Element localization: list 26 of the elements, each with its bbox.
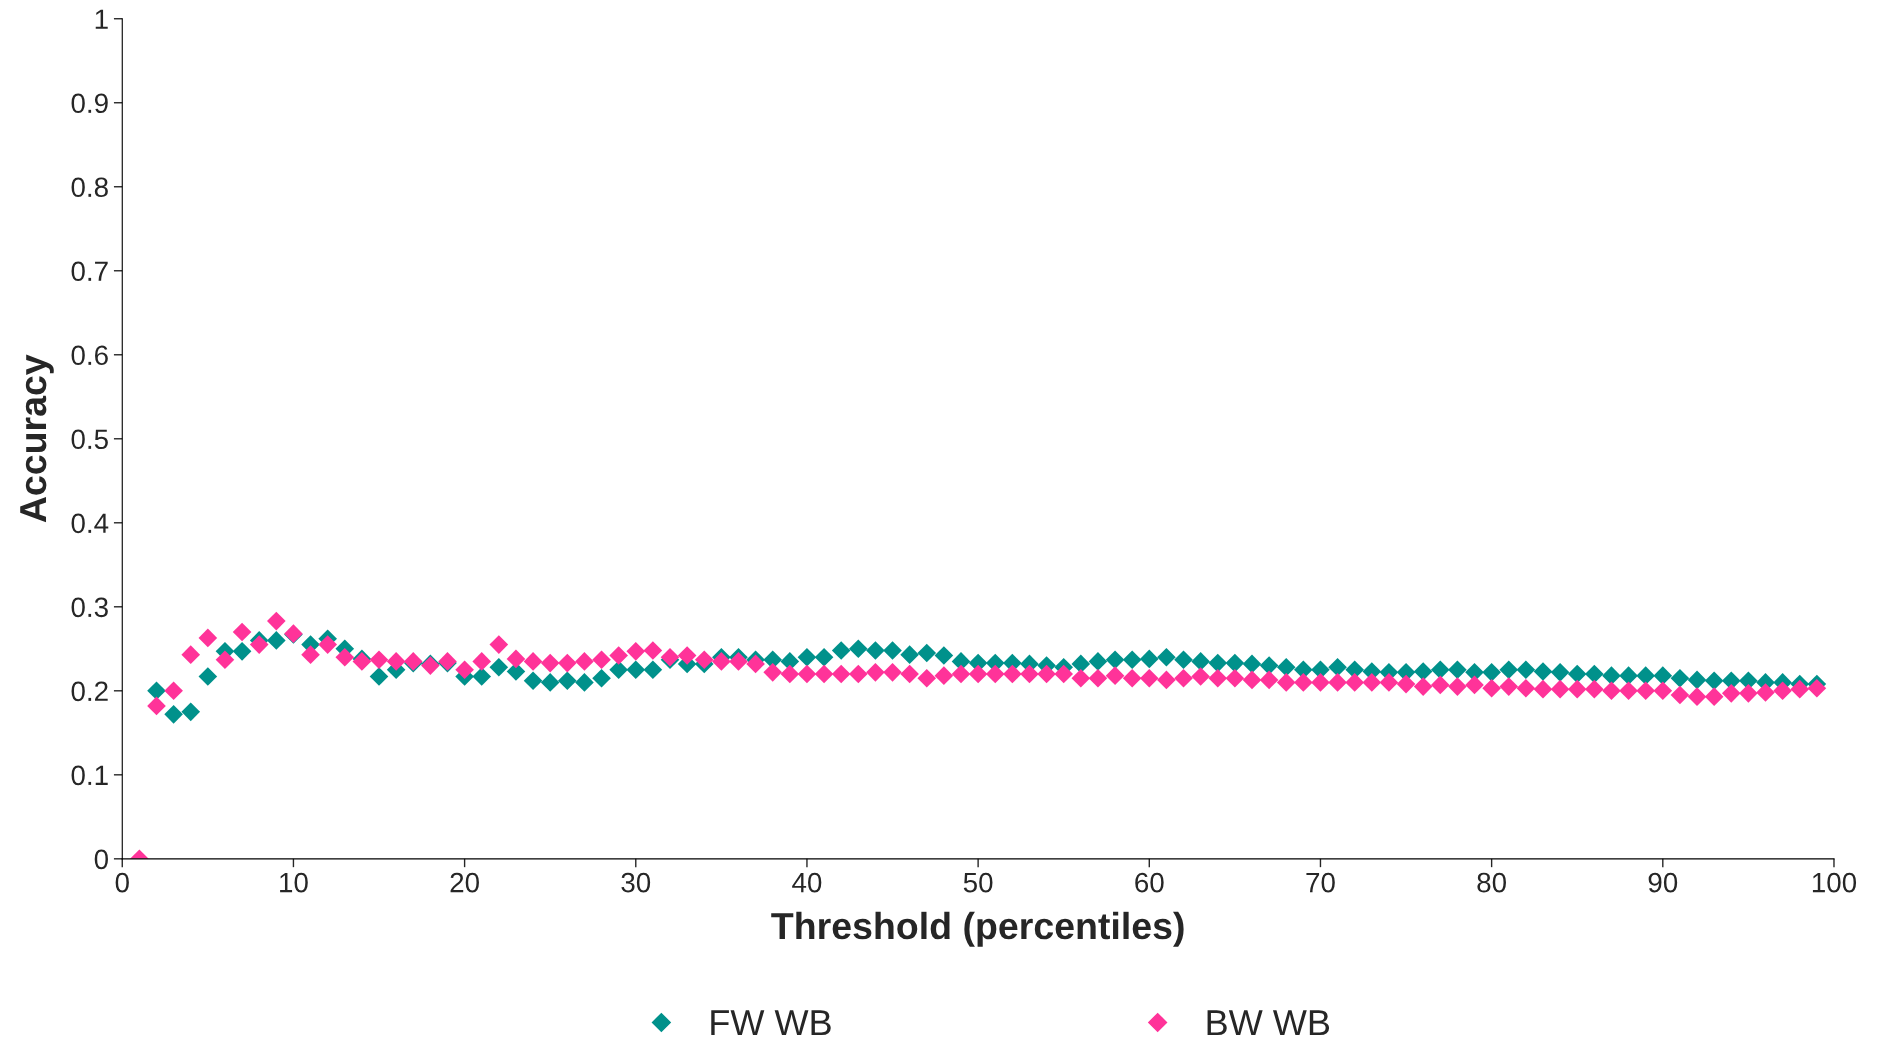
y-tick-label: 0.9 bbox=[71, 93, 108, 114]
x-tick-label: 100 bbox=[1812, 872, 1857, 893]
x-tick-label: 0 bbox=[115, 872, 129, 893]
y-tick-label: 0.6 bbox=[71, 345, 108, 366]
x-tick-label: 30 bbox=[621, 872, 651, 893]
y-tick-label: 0.4 bbox=[71, 513, 109, 534]
x-tick-label: 90 bbox=[1648, 872, 1678, 893]
x-tick-label: 20 bbox=[450, 872, 479, 893]
y-tick-label: 0.1 bbox=[71, 765, 108, 786]
x-axis-title: Threshold (percentiles) bbox=[771, 911, 1184, 947]
y-tick-label: 0.3 bbox=[71, 597, 108, 618]
x-tick-label: 40 bbox=[792, 872, 822, 893]
y-tick-label: 0 bbox=[94, 849, 108, 870]
y-tick-label: 1 bbox=[95, 9, 108, 29]
y-tick-label: 0.5 bbox=[71, 429, 108, 450]
y-tick-label: 0.2 bbox=[71, 681, 108, 702]
x-tick-label: 80 bbox=[1477, 872, 1506, 893]
y-tick-label: 0.8 bbox=[71, 177, 108, 198]
x-tick-label: 10 bbox=[280, 872, 308, 893]
legend-label: FW WB bbox=[711, 1010, 831, 1036]
y-tick-label: 0.7 bbox=[71, 261, 108, 282]
x-tick-label: 60 bbox=[1135, 872, 1164, 893]
x-tick-label: 50 bbox=[963, 872, 993, 893]
legend-label: BW WB bbox=[1207, 1010, 1330, 1036]
x-tick-label: 70 bbox=[1306, 872, 1335, 893]
y-axis-title: Accuracy bbox=[20, 354, 54, 523]
